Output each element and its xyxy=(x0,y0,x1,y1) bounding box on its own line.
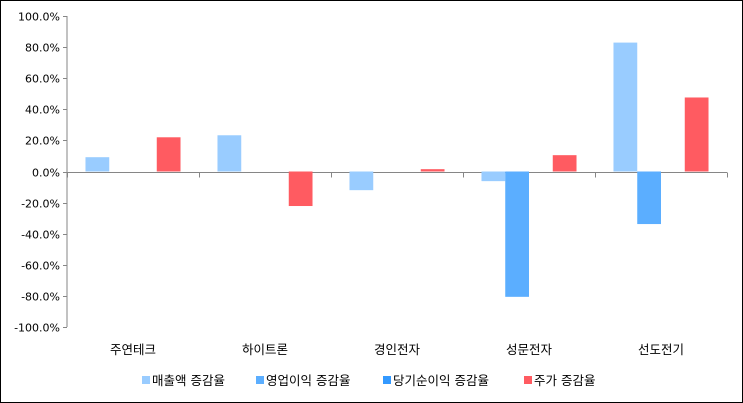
bar-1-3 xyxy=(349,171,374,191)
legend-label: 당기순이익 증감율 xyxy=(393,373,489,388)
y-tick-label: -100.0% xyxy=(14,322,60,335)
bar-2-4 xyxy=(505,171,529,297)
legend-label: 영업이익 증감율 xyxy=(266,373,350,388)
bar-1-2 xyxy=(217,135,242,172)
legend-swatch xyxy=(524,376,532,384)
legend-swatch xyxy=(383,376,391,384)
bar-4-1 xyxy=(156,137,181,172)
y-tick-label: 100.0% xyxy=(18,11,60,24)
legend-label: 매출액 증감율 xyxy=(152,373,225,388)
y-tick-label: -40.0% xyxy=(21,229,60,242)
bar-4-3 xyxy=(420,169,445,172)
y-tick-label: 80.0% xyxy=(25,42,60,55)
x-category-label: 경인전자 xyxy=(374,342,421,357)
legend-label: 주가 증감율 xyxy=(534,373,595,388)
bar-1-5 xyxy=(613,42,638,172)
y-tick-label: 40.0% xyxy=(25,104,60,117)
bar-4-4 xyxy=(552,155,577,172)
bar-1-1 xyxy=(85,157,110,172)
legend-swatch xyxy=(142,376,150,384)
x-category-label: 선도전기 xyxy=(638,342,684,357)
y-tick-label: 0.0% xyxy=(32,167,60,180)
legend-swatch xyxy=(256,376,264,384)
y-tick-label: -60.0% xyxy=(21,260,60,273)
y-tick-label: 60.0% xyxy=(25,73,60,86)
x-category-label: 주연테크 xyxy=(110,342,156,357)
bar-4-2 xyxy=(288,171,313,207)
x-category-label: 하이트론 xyxy=(242,342,288,357)
y-tick-label: 20.0% xyxy=(25,135,60,148)
x-category-label: 성문전자 xyxy=(506,342,553,357)
y-tick-label: -80.0% xyxy=(21,291,60,304)
y-tick-label: -20.0% xyxy=(21,198,60,211)
bar-2-5 xyxy=(637,171,661,225)
bar-4-5 xyxy=(684,97,709,172)
bar-1-4 xyxy=(481,171,506,182)
